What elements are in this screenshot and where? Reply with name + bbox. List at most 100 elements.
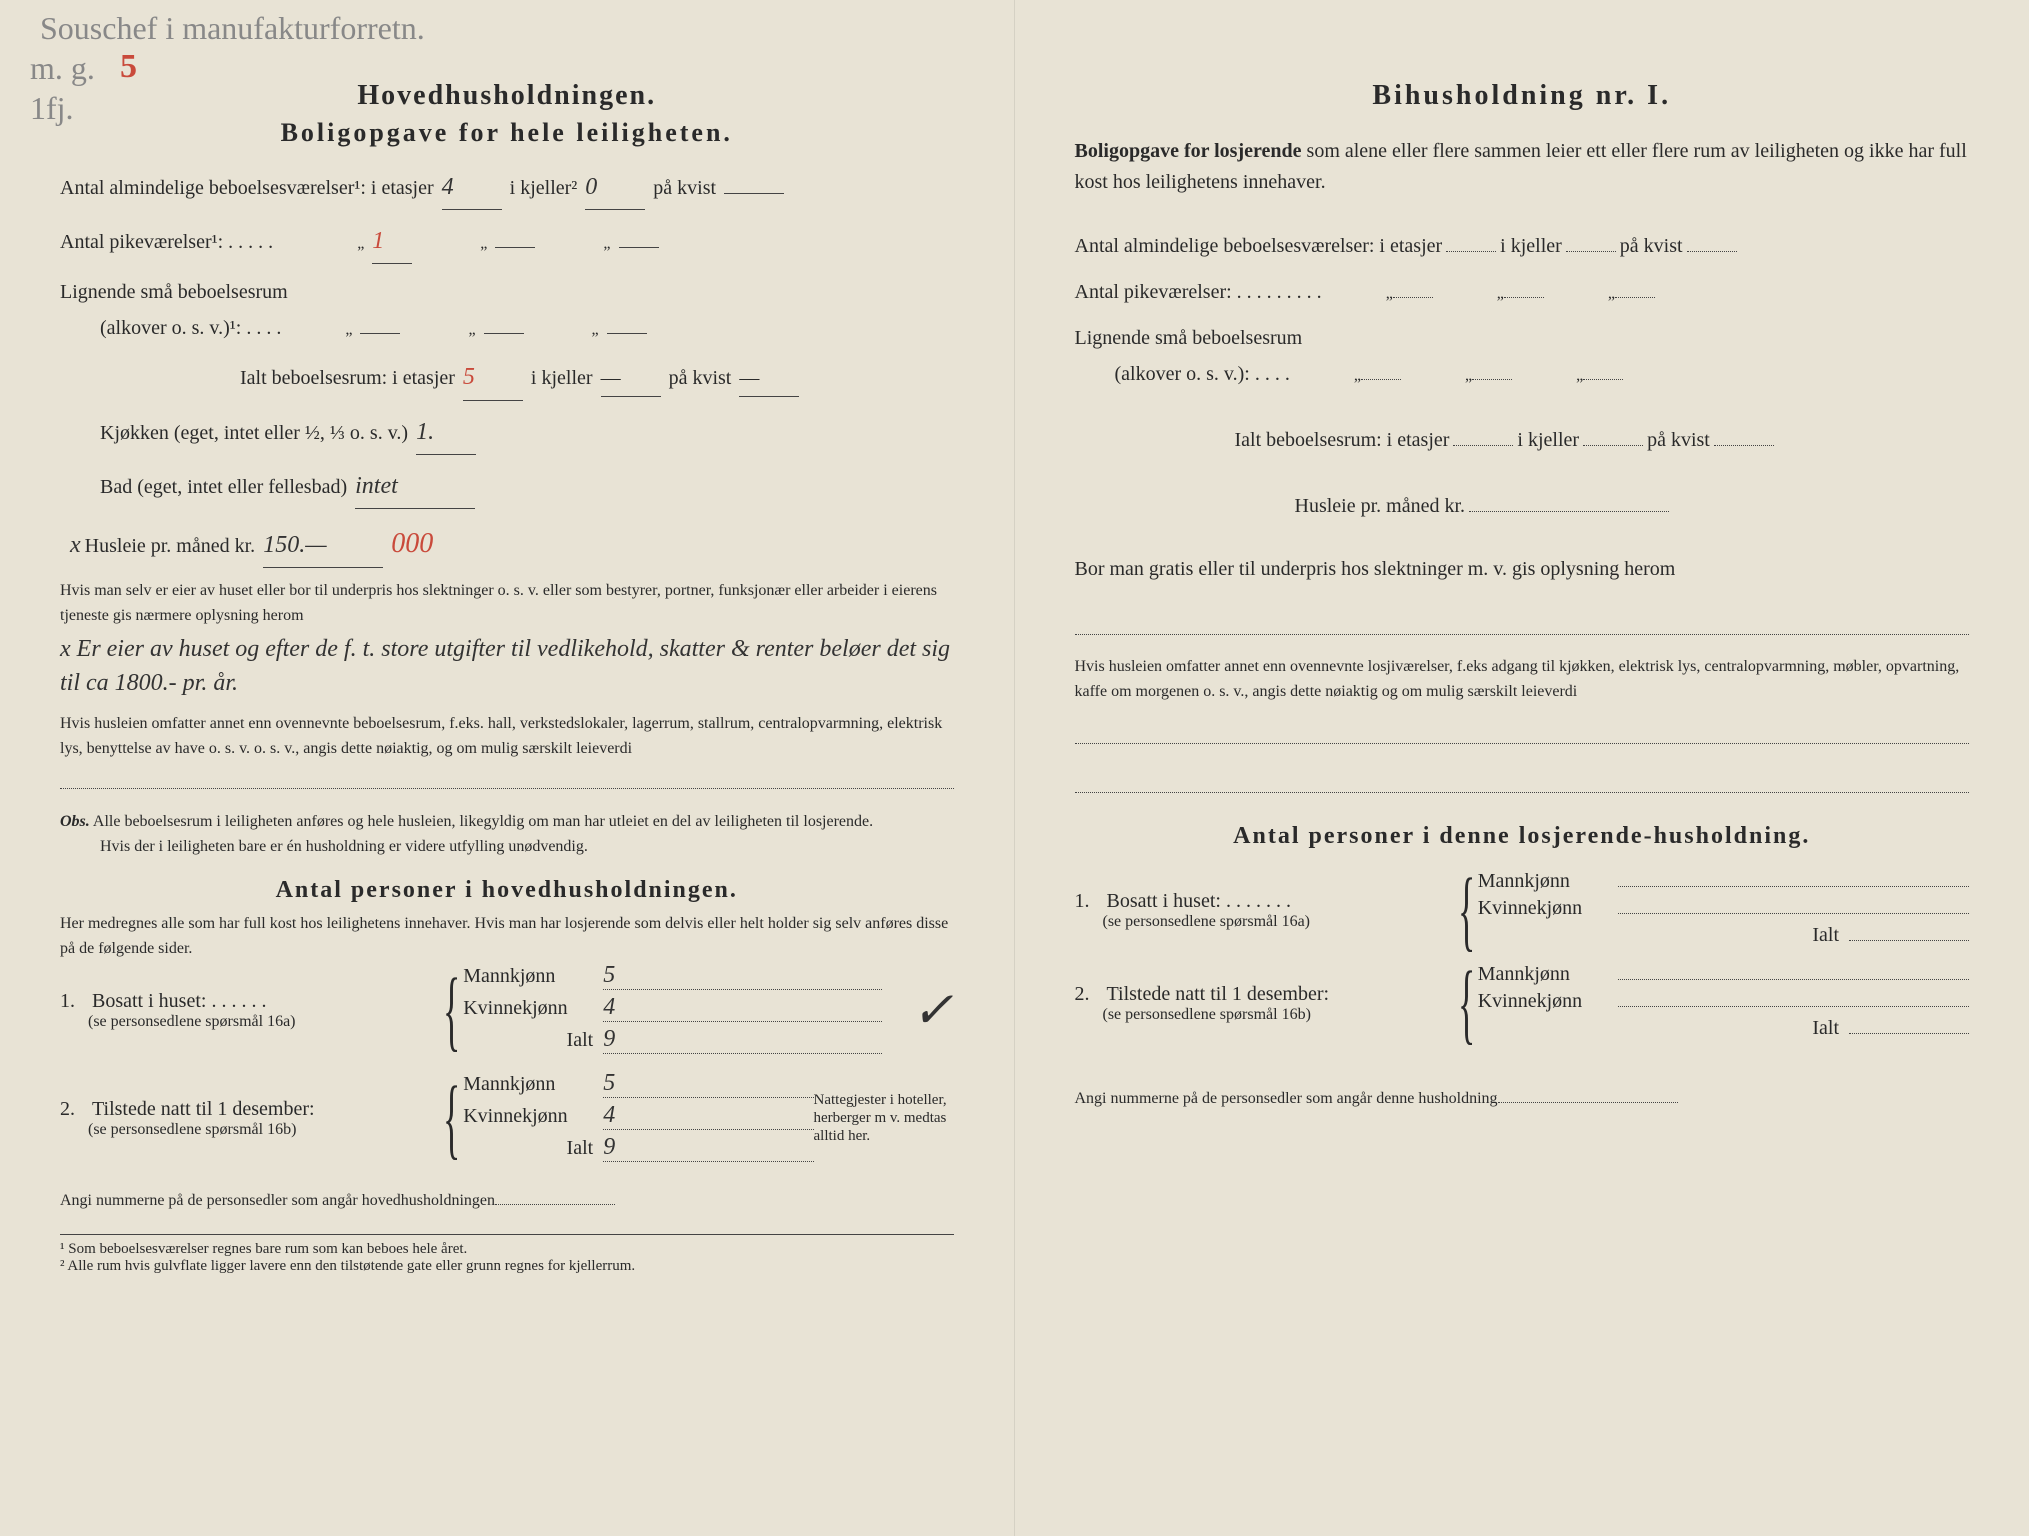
q2-kvinne: 4 (603, 1102, 813, 1130)
q1-sub-r: (se personsedlene spørsmål 16a) (1103, 913, 1311, 930)
kvinne-label: Kvinnekjønn (463, 1105, 603, 1128)
q1-block-r: 1. Bosatt i huset: . . . . . . . (se per… (1075, 870, 1970, 951)
pencil-annotation-top: Souschef i manufakturforretn. (40, 10, 425, 47)
q1-mann: 5 (603, 962, 881, 990)
q2-block: 2. Tilstede natt til 1 desember: (se per… (60, 1070, 954, 1166)
q1-ialt: 9 (603, 1026, 881, 1054)
pencil-annotation-fj: 1fj. (30, 90, 74, 127)
value (1687, 233, 1737, 252)
row-beboelsesvaerelser-r: Antal almindelige beboelsesværelser: i e… (1075, 228, 1970, 264)
q2-ialt: 9 (603, 1134, 813, 1162)
footnote-1: ¹ Som beboelsesværelser regnes bare rum … (60, 1241, 954, 1258)
value-kjokken: 1. (416, 411, 476, 455)
label: Ialt beboelsesrum: i etasjer (1235, 429, 1450, 451)
footnote-2: ² Alle rum hvis gulvflate ligger lavere … (60, 1258, 954, 1275)
label: Antal almindelige beboelsesværelser: i e… (1075, 235, 1443, 257)
value (1849, 940, 1969, 941)
q1-label: Bosatt i huset: . . . . . . (92, 990, 266, 1012)
brace-icon: { (443, 979, 460, 1042)
label: Antal pikeværelser: . . . . . . . . . (1075, 281, 1322, 303)
kvinne-label: Kvinnekjønn (1478, 990, 1618, 1013)
label: i kjeller (1500, 235, 1562, 257)
footnotes: ¹ Som beboelsesværelser regnes bare rum … (60, 1234, 954, 1275)
ialt-label: Ialt (463, 1029, 603, 1052)
pencil-annotation-mg: m. g. (30, 50, 95, 87)
value (1618, 1006, 1969, 1007)
mann-label: Mannkjønn (1478, 870, 1618, 893)
ialt-label: Ialt (1709, 924, 1849, 947)
dotted-line (1075, 774, 1970, 793)
label: Husleie pr. måned kr. (1295, 495, 1466, 517)
row-kjokken: Kjøkken (eget, intet eller ½, ⅓ o. s. v.… (100, 411, 954, 455)
label: (alkover o. s. v.): . . . . (1115, 363, 1290, 385)
q1-sub: (se personsedlene spørsmål 16a) (88, 1013, 296, 1030)
dotted-line (1075, 725, 1970, 744)
row-bad: Bad (eget, intet eller fellesbad) intet (100, 465, 954, 509)
label: Lignende små beboelsesrum (1075, 327, 1303, 349)
mann-label: Mannkjønn (1478, 963, 1618, 986)
value (484, 333, 524, 334)
value-husleie: 150.— (263, 524, 383, 568)
q2-sub-r: (se personsedlene spørsmål 16b) (1103, 1006, 1311, 1023)
value (495, 247, 535, 248)
value-total-kvist: — (739, 360, 799, 397)
label: i kjeller (531, 367, 593, 389)
label: Husleie pr. måned kr. (85, 535, 256, 557)
label: på kvist (653, 177, 716, 199)
row-alkover: Lignende små beboelsesrum (alkover o. s.… (60, 274, 954, 346)
brace-icon: { (443, 1087, 460, 1150)
q2-sub: (se personsedlene spørsmål 16b) (88, 1121, 296, 1138)
row-pikevaerelser-r: Antal pikeværelser: . . . . . . . . . „ … (1075, 274, 1970, 310)
label: Bad (eget, intet eller fellesbad) (100, 476, 347, 498)
checkmark-icon: ✓ (912, 981, 954, 1039)
para-eier: Hvis man selv er eier av huset eller bor… (60, 579, 954, 629)
label: Kjøkken (eget, intet eller ½, ⅓ o. s. v.… (100, 422, 408, 444)
q2-label-r: Tilstede natt til 1 desember: (1107, 983, 1330, 1005)
label: (alkover o. s. v.)¹: . . . . (100, 317, 281, 339)
husleie-red: 000 (391, 528, 433, 559)
angi-line: Angi nummerne på de personsedler som ang… (60, 1186, 954, 1214)
title-boligopgave: Boligopgave for hele leiligheten. (60, 118, 954, 148)
label: i kjeller² (510, 177, 578, 199)
section-title-persons-r: Antal personer i denne losjerende-hushol… (1075, 823, 1970, 850)
para-husleie-omfatter-r: Hvis husleien omfatter annet enn ovennev… (1075, 655, 1970, 705)
row-husleie: x Husleie pr. måned kr. 150.— 000 (100, 519, 954, 569)
obs-block: Obs. Alle beboelsesrum i leiligheten anf… (60, 810, 954, 860)
section-intro: Her medregnes alle som har full kost hos… (60, 912, 954, 962)
label: på kvist (1620, 235, 1683, 257)
row-pikevaerelser: Antal pikeværelser¹: . . . . . „ 1 „ „ (60, 220, 954, 264)
kvinne-label: Kvinnekjønn (1478, 897, 1618, 920)
mann-label: Mannkjønn (463, 1073, 603, 1096)
value (1618, 979, 1969, 980)
label: på kvist (1647, 429, 1710, 451)
value-etasjer: 4 (442, 166, 502, 210)
left-page: Souschef i manufakturforretn. m. g. 1fj.… (0, 0, 1015, 1536)
value (360, 333, 400, 334)
label: Antal almindelige beboelsesværelser¹: i … (60, 177, 434, 199)
intro-text: Boligopgave for losjerende som alene ell… (1075, 136, 1970, 198)
row-alkover-r: Lignende små beboelsesrum (alkover o. s.… (1075, 320, 1970, 392)
value-kjeller: 0 (585, 166, 645, 210)
dotted-line (60, 770, 954, 789)
para-husleie-omfatter: Hvis husleien omfatter annet enn ovennev… (60, 712, 954, 762)
value (1566, 233, 1616, 252)
row-ialt-r: Ialt beboelsesrum: i etasjer i kjeller p… (1235, 422, 1970, 458)
q1-kvinne: 4 (603, 994, 881, 1022)
red-number: 5 (120, 48, 137, 86)
angi-line-r: Angi nummerne på de personsedler som ang… (1075, 1084, 1970, 1112)
q2-label: Tilstede natt til 1 desember: (92, 1098, 315, 1120)
value-total-etasjer: 5 (463, 356, 523, 400)
obs-text2: Hvis der i leiligheten bare er én hushol… (100, 838, 588, 855)
value (1849, 1033, 1969, 1034)
q2-block-r: 2. Tilstede natt til 1 desember: (se per… (1075, 963, 1970, 1044)
label: Ialt beboelsesrum: i etasjer (240, 367, 455, 389)
value (1618, 886, 1969, 887)
value-total-kjeller: — (601, 360, 661, 397)
obs-label: Obs. (60, 813, 90, 830)
right-page: Bihusholdning nr. I. Boligopgave for los… (1015, 0, 2029, 1536)
kvinne-label: Kvinnekjønn (463, 997, 603, 1020)
ialt-label: Ialt (1709, 1017, 1849, 1040)
title-hovedhusholdningen: Hovedhusholdningen. (60, 80, 954, 112)
label: Lignende små beboelsesrum (60, 281, 288, 303)
handwritten-note: x Er eier av huset og efter de f. t. sto… (60, 633, 954, 700)
